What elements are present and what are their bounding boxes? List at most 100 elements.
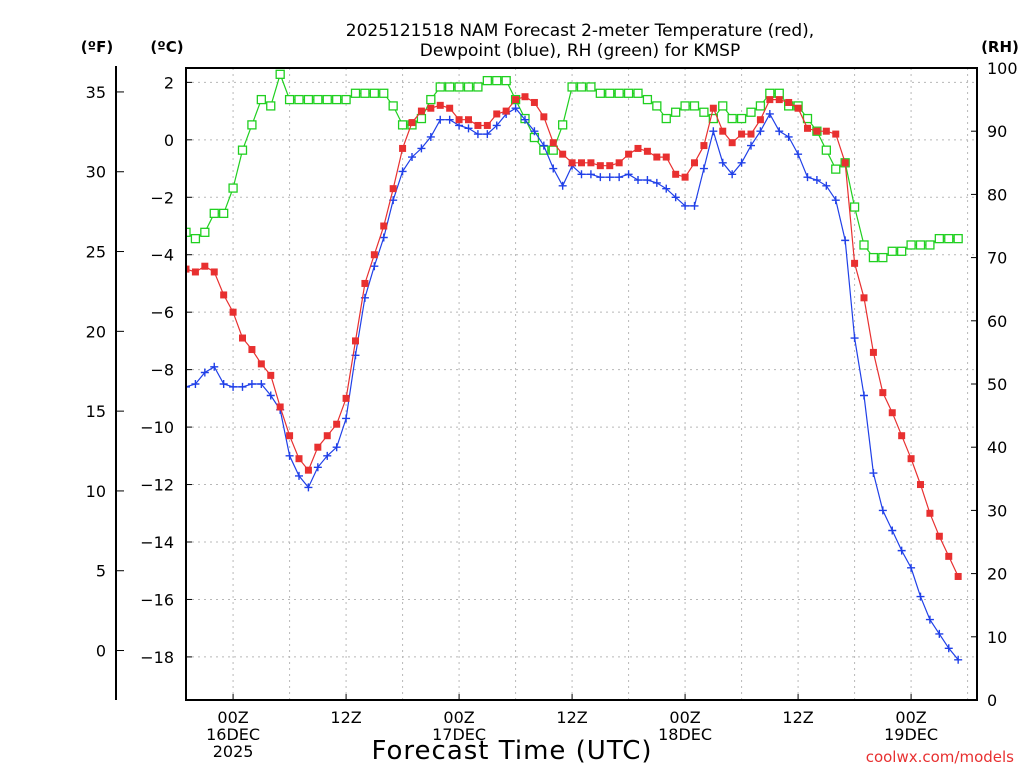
temperature-point: [672, 170, 680, 178]
rh-point: [576, 82, 587, 92]
temperature-point: [304, 466, 312, 474]
rh-point: [652, 101, 662, 111]
rh-point: [859, 240, 869, 250]
temperature-point: [587, 159, 595, 167]
dewpoint-point: [652, 178, 661, 187]
dewpoint-point: [577, 170, 586, 179]
temperature-point: [606, 162, 614, 170]
rh-point: [633, 88, 643, 98]
celsius-tick-label: 0: [164, 131, 174, 150]
temperature-point: [417, 107, 425, 115]
temperature-point: [596, 162, 604, 170]
temperature-line: [186, 96, 959, 577]
dewpoint-point: [186, 382, 190, 391]
dewpoint-point: [888, 526, 897, 535]
dewpoint-series: [186, 104, 963, 664]
x-tick-label: 2025: [213, 742, 254, 761]
x-tick-label: 00Z: [443, 708, 474, 727]
temperature-point: [879, 389, 887, 397]
dewpoint-point: [483, 130, 492, 139]
dewpoint-point: [756, 127, 765, 136]
chart-title-line1: 2025121518 NAM Forecast 2-meter Temperat…: [346, 21, 814, 41]
temperature-point: [493, 110, 501, 118]
dewpoint-point: [266, 391, 275, 400]
dewpoint-line: [186, 107, 959, 661]
dewpoint-point: [907, 563, 916, 572]
celsius-tick-label: −6: [150, 303, 174, 322]
dewpoint-point: [408, 153, 416, 162]
fahrenheit-tick-label: 5: [96, 562, 106, 581]
rh-point: [454, 82, 464, 92]
x-tick-label: 12Z: [330, 708, 361, 727]
fahrenheit-tick-label: 30: [86, 163, 106, 182]
temperature-point: [681, 173, 689, 181]
fahrenheit-tick-label: 20: [86, 322, 106, 341]
dewpoint-point: [925, 615, 934, 624]
rh-tick-label: 90: [987, 122, 1007, 141]
x-tick-label: 19DEC: [884, 725, 938, 744]
rh-point: [303, 94, 314, 105]
rh-point: [755, 101, 766, 111]
dewpoint-point: [765, 109, 774, 118]
dewpoint-point: [812, 176, 821, 185]
dewpoint-point: [681, 201, 690, 210]
temperature-point: [512, 96, 520, 104]
temperature-point: [804, 124, 811, 132]
dewpoint-point: [558, 181, 567, 190]
rh-point: [699, 107, 709, 117]
temperature-point: [399, 144, 407, 152]
dewpoint-point: [398, 167, 407, 176]
dewpoint-point: [229, 382, 238, 391]
temperature-point: [502, 107, 510, 115]
temperature-point: [756, 116, 764, 124]
rh-point: [190, 233, 201, 244]
temperature-point: [210, 268, 218, 276]
temperature-point: [935, 532, 943, 540]
dewpoint-point: [285, 451, 294, 460]
rh-point: [680, 101, 690, 111]
dewpoint-point: [539, 141, 548, 150]
dewpoint-point: [822, 181, 831, 190]
dewpoint-point: [662, 184, 671, 193]
temperature-point: [370, 251, 378, 259]
temperature-point: [436, 101, 444, 109]
dewpoint-point: [530, 127, 539, 136]
dewpoint-point: [869, 469, 878, 478]
rh-point: [727, 113, 737, 124]
series-layer: [173, 69, 963, 664]
temperature-point: [361, 279, 369, 287]
rh-point: [219, 208, 229, 219]
dewpoint-point: [436, 115, 445, 124]
temperature-point: [615, 159, 623, 167]
dewpoint-point: [634, 176, 642, 185]
temperature-point: [229, 308, 237, 316]
x-tick-label: 00Z: [669, 708, 700, 727]
temperature-point: [851, 259, 859, 267]
rh-point: [173, 235, 181, 243]
x-tick-label: 12Z: [556, 708, 587, 727]
dewpoint-point: [709, 127, 718, 136]
axes: −18−16−14−12−10−8−6−4−20200Z16DEC202512Z…: [86, 59, 1018, 761]
rh-point: [209, 208, 219, 219]
dewpoint-point: [247, 380, 256, 388]
temperature-point: [257, 360, 265, 368]
temperature-point: [700, 142, 708, 150]
rh-point: [416, 113, 427, 124]
temperature-point: [323, 432, 331, 440]
rh-point: [605, 88, 615, 98]
temperature-point: [191, 268, 199, 276]
rh-point: [831, 164, 841, 174]
rh-point: [186, 227, 191, 237]
dewpoint-point: [492, 121, 501, 130]
x-tick-label: 00Z: [217, 708, 248, 727]
dewpoint-point: [219, 380, 228, 388]
temperature-series: [186, 93, 962, 580]
rh-tick-label: 70: [987, 249, 1007, 268]
temperature-point: [728, 139, 736, 147]
rh-point: [614, 88, 624, 98]
rh-point: [944, 233, 954, 244]
dewpoint-point: [794, 150, 803, 159]
rh-point: [369, 88, 379, 98]
rh-point: [558, 120, 568, 130]
temperature-point: [465, 116, 472, 124]
